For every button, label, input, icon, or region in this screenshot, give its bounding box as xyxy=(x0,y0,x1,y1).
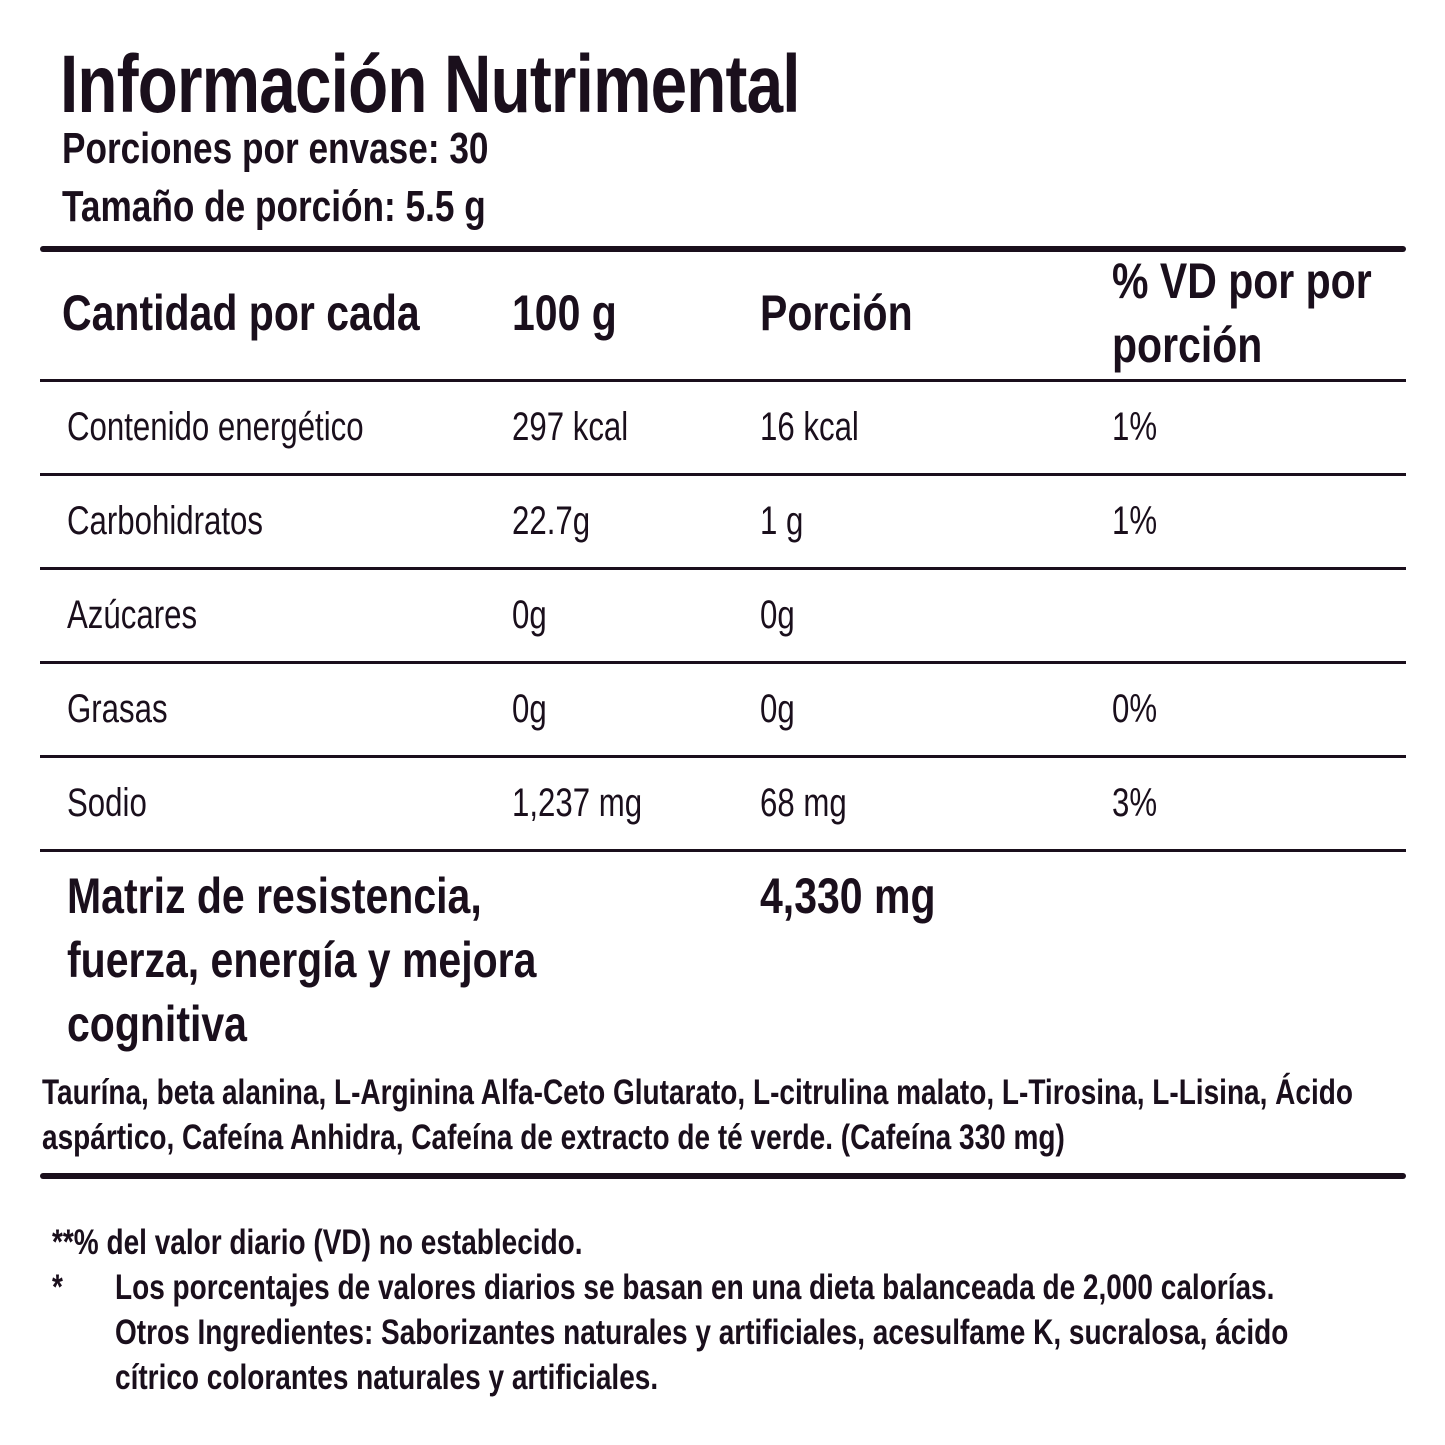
col-header-vd: % VD por por xyxy=(1112,253,1372,309)
row-sodium-portion: 68 mg xyxy=(760,781,847,825)
header-rule xyxy=(40,379,1406,382)
row-rule xyxy=(40,661,1406,664)
footnote-other-ingredients-cont: cítrico colorantes naturales y artificia… xyxy=(115,1358,659,1397)
matrix-label-line3: cognitiva xyxy=(67,996,247,1052)
row-carbs-vd: 1% xyxy=(1112,499,1158,543)
row-carbs-name: Carbohidratos xyxy=(67,499,263,543)
footnote-diet: Los porcentajes de valores diarios se ba… xyxy=(115,1268,1275,1307)
footnote-other-ingredients: Otros Ingredientes: Saborizantes natural… xyxy=(115,1313,1289,1352)
row-rule xyxy=(40,473,1406,476)
row-energy-portion: 16 kcal xyxy=(760,405,859,449)
row-carbs-100g: 22.7g xyxy=(512,499,591,543)
page-title: Información Nutrimental xyxy=(60,39,801,130)
row-sugars-portion: 0g xyxy=(760,593,795,637)
row-rule xyxy=(40,567,1406,570)
col-header-portion: Porción xyxy=(760,285,913,341)
row-fats-portion: 0g xyxy=(760,687,795,731)
row-sugars-100g: 0g xyxy=(512,593,547,637)
col-header-amount: Cantidad por cada xyxy=(62,285,420,341)
col-header-100g: 100 g xyxy=(512,285,617,341)
serving-size: Tamaño de porción: 5.5 g xyxy=(62,182,486,231)
row-rule xyxy=(40,849,1406,852)
matrix-amount: 4,330 mg xyxy=(760,868,936,924)
footnote-asterisk: * xyxy=(52,1268,63,1307)
row-energy-vd: 1% xyxy=(1112,405,1158,449)
bottom-rule xyxy=(40,1173,1406,1179)
row-fats-vd: 0% xyxy=(1112,687,1158,731)
row-carbs-portion: 1 g xyxy=(760,499,804,543)
col-header-vd-line2: porción xyxy=(1112,317,1263,373)
row-fats-name: Grasas xyxy=(67,687,168,731)
row-energy-name: Contenido energético xyxy=(67,405,364,449)
row-sodium-vd: 3% xyxy=(1112,781,1158,825)
row-sugars-name: Azúcares xyxy=(67,593,198,637)
row-fats-100g: 0g xyxy=(512,687,547,731)
row-sodium-name: Sodio xyxy=(67,781,147,825)
servings-per-container: Porciones por envase: 30 xyxy=(62,124,489,173)
matrix-label-line2: fuerza, energía y mejora xyxy=(67,932,537,988)
matrix-label-line1: Matriz de resistencia, xyxy=(67,868,482,924)
row-rule xyxy=(40,755,1406,758)
top-rule xyxy=(40,246,1406,252)
footnote-vd: **% del valor diario (VD) no establecido… xyxy=(52,1223,583,1262)
row-energy-100g: 297 kcal xyxy=(512,405,629,449)
row-sodium-100g: 1,237 mg xyxy=(512,781,643,825)
ingredients-list: Taurína, beta alanina, L-Arginina Alfa-C… xyxy=(42,1073,1353,1157)
